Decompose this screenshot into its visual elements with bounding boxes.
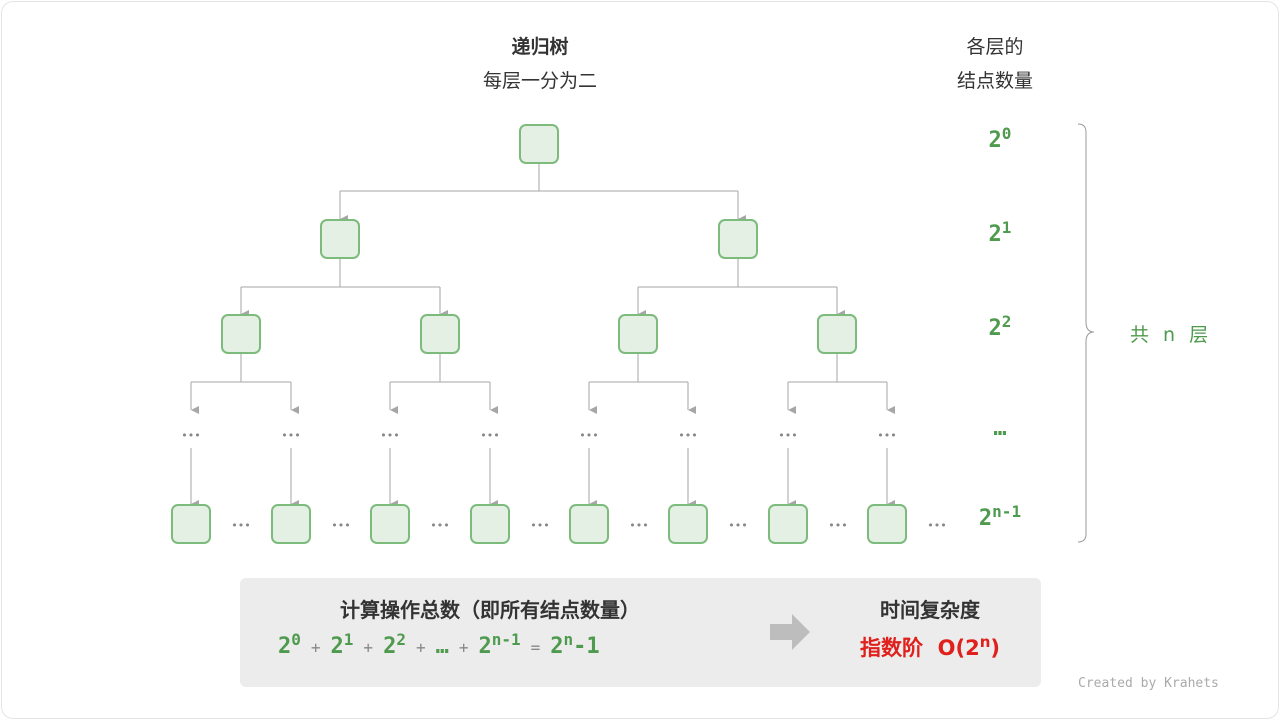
ellipsis: ••• [281,429,300,442]
sum-term: 2n-1 [478,630,521,659]
tree-node [370,504,410,544]
tree-node [668,504,708,544]
tree-node [718,219,758,259]
ellipsis: ••• [430,519,449,532]
tree-node [569,504,609,544]
total-levels-label: 共 n 层 [1130,324,1213,346]
sum-term: 22 [383,630,406,659]
tree-node [768,504,808,544]
tree-node [519,124,559,164]
summary-panel: 计算操作总数（即所有结点数量） 20 +21 +22 +… +2n-1 = 2n-1 时间复… [240,578,1041,687]
ellipsis: ••• [678,429,697,442]
ellipsis: ••• [877,429,896,442]
ellipsis: ••• [828,519,847,532]
sum-term: 21 [330,630,354,659]
credit-text: Created by Krahets [1078,676,1219,691]
ellipsis: ••• [778,429,797,442]
tree-node [470,504,510,544]
level-count: 20 [988,124,1012,153]
tree-node [271,504,311,544]
brace [1077,123,1095,543]
complexity-value: 指数阶 O(2n) [860,633,1000,660]
ops-title: 计算操作总数（即所有结点数量） [340,598,640,622]
diagram-title: 递归树 每层一分为二 [482,36,597,92]
complexity-title: 时间复杂度 [880,598,980,622]
ellipsis: ••• [927,519,946,532]
level-count: … [993,416,1007,441]
tree-node [221,314,261,354]
ellipsis: ••• [530,519,549,532]
tree-node [420,314,460,354]
ellipsis: ••• [579,429,598,442]
tree-node [171,504,211,544]
tree-node [867,504,907,544]
ellipsis: ••• [728,519,747,532]
ellipsis: ••• [231,519,250,532]
ellipsis: ••• [331,519,350,532]
level-count: 2n-1 [978,502,1022,531]
ellipsis: ••• [181,429,200,442]
ellipsis: ••• [629,519,648,532]
ellipsis: ••• [380,429,399,442]
level-count: 22 [988,312,1012,341]
tree-node [618,314,658,354]
ellipsis: ••• [480,429,499,442]
tree-node [817,314,857,354]
arrow-right-icon [770,614,810,650]
sum-equation: 20 +21 +22 +… +2n-1 = 2n-1 [278,630,600,659]
tree-node [320,219,360,259]
level-count-title: 各层的 结点数量 [956,36,1033,92]
level-count: 21 [988,218,1012,247]
sum-term: … [435,634,449,659]
sum-term: 20 [278,630,301,659]
